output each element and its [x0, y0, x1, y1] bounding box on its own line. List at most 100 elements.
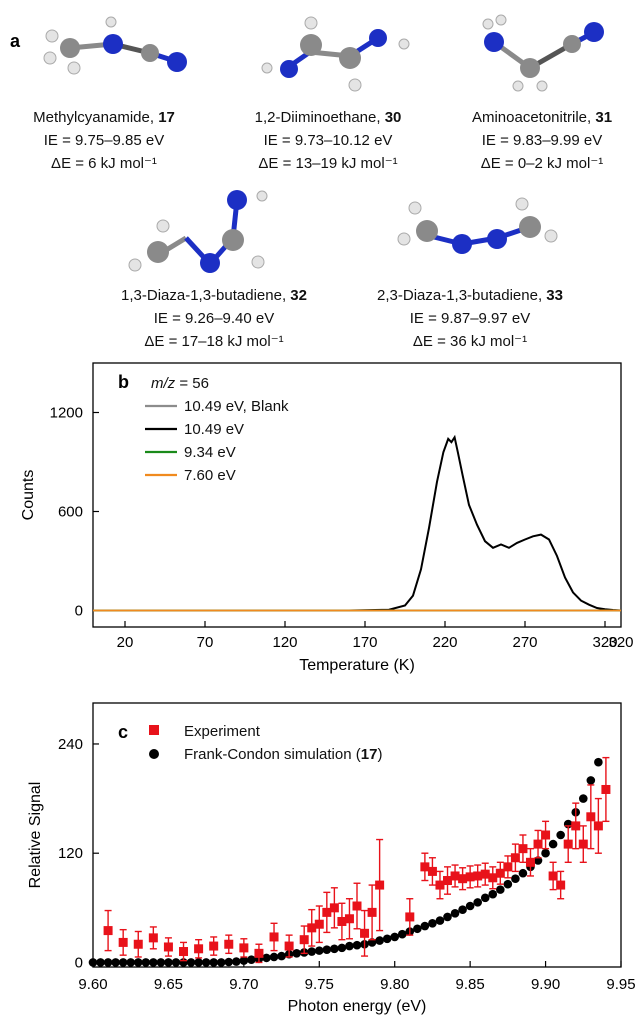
experiment-point: [435, 880, 445, 890]
experiment-point: [556, 880, 566, 890]
x-tick-label: 320: [608, 634, 633, 651]
x-tick-label: 320: [592, 634, 617, 651]
molecule-de: ΔE = 0–2 kJ mol⁻¹: [481, 155, 604, 172]
hydrogen-atom: [43, 51, 57, 65]
legend-label: 10.49 eV: [184, 421, 244, 438]
experiment-point: [103, 926, 113, 936]
simulation-point: [103, 958, 113, 967]
experiment-point: [314, 919, 324, 929]
hydrogen-atom: [495, 14, 507, 26]
carbon-atom: [416, 220, 438, 242]
molecule-caption-33: 2,3-Diaza-1,3-butadiene, 33 IE = 9.87–9.…: [377, 287, 563, 350]
experiment-point: [179, 947, 189, 957]
x-tick-label: 170: [352, 634, 377, 651]
hydrogen-atom: [256, 190, 268, 202]
mz-value: = 56: [175, 375, 209, 392]
molecule-name: Methylcyanamide,: [33, 109, 158, 126]
simulation-point: [375, 936, 384, 945]
molecule-caption-31: Aminoacetonitrile, 31 IE = 9.83–9.99 eV …: [472, 109, 612, 172]
simulation-point: [171, 958, 181, 967]
carbon-atom: [147, 241, 169, 263]
x-axis-title: Photon energy (eV): [288, 998, 427, 1015]
hydrogen-atom: [156, 219, 170, 233]
simulation-point: [307, 947, 317, 956]
molecule-name: 1,2-Diiminoethane,: [255, 109, 385, 126]
x-tick-label: 9.70: [229, 976, 258, 993]
simulation-point: [292, 949, 301, 958]
simulation-point: [224, 957, 234, 967]
legend-label: Frank-Condon simulation (17): [184, 746, 382, 763]
x-tick-label: 220: [432, 634, 457, 651]
simulation-point: [149, 958, 158, 967]
experiment-point: [525, 857, 535, 867]
molecule-name: 2,3-Diaza-1,3-butadiene,: [377, 287, 546, 304]
experiment-point: [488, 873, 498, 883]
experiment-point: [344, 914, 354, 924]
experiment-point: [450, 871, 460, 881]
carbon-atom: [141, 44, 159, 62]
simulation-point: [397, 929, 407, 939]
molecule-31-model: [482, 14, 604, 92]
simulation-point: [141, 958, 151, 967]
molecule-caption-17: Methylcyanamide, 17 IE = 9.75–9.85 eV ΔE…: [33, 109, 175, 172]
series-line-1: [93, 434, 622, 612]
simulation-point: [390, 932, 400, 942]
hydrogen-atom: [515, 197, 529, 211]
experiment-point: [194, 944, 204, 954]
svg-text:Aminoacetonitrile, 31: Aminoacetonitrile, 31: [472, 109, 612, 126]
x-tick-label: 120: [272, 634, 297, 651]
mz-annotation: m/z = 56: [151, 375, 209, 392]
molecule-number: 31: [595, 109, 612, 126]
hydrogen-atom: [397, 232, 411, 246]
experiment-point: [465, 872, 475, 882]
molecule-number: 17: [158, 109, 175, 126]
simulation-point: [413, 924, 422, 934]
hydrogen-atom: [45, 29, 59, 43]
experiment-point: [133, 939, 143, 949]
simulation-point: [262, 953, 271, 963]
carbon-atom: [520, 58, 540, 78]
simulation-point: [435, 916, 445, 925]
experiment-point: [239, 943, 249, 953]
molecule-ie: IE = 9.87–9.97 eV: [410, 310, 531, 327]
molecule-number: 33: [546, 287, 563, 304]
experiment-point: [405, 912, 415, 922]
experiment-point: [458, 874, 468, 884]
x-tick-label: 9.90: [531, 976, 560, 993]
hydrogen-atom: [304, 16, 318, 30]
simulation-point: [518, 868, 528, 878]
plot-frame: [92, 702, 622, 968]
hydrogen-atom: [128, 258, 142, 272]
molecule-name: 1,3-Diaza-1,3-butadiene,: [121, 287, 290, 304]
experiment-point: [480, 869, 490, 879]
nitrogen-atom: [200, 253, 220, 273]
simulation-point: [201, 958, 211, 967]
panel-b-letter: b: [118, 372, 129, 392]
mz-prefix: m/z: [151, 375, 176, 392]
experiment-point: [307, 923, 317, 933]
simulation-point: [548, 839, 558, 849]
hydrogen-atom: [482, 18, 494, 30]
legend-label: Experiment: [184, 723, 261, 740]
experiment-point: [571, 821, 581, 831]
simulation-point: [96, 958, 105, 967]
simulation-point: [594, 757, 603, 767]
nitrogen-atom: [280, 60, 298, 78]
simulation-point: [156, 958, 166, 967]
hydrogen-atom: [67, 61, 81, 75]
x-tick-label: 9.80: [380, 976, 409, 993]
simulation-point: [382, 934, 392, 944]
simulation-point: [232, 957, 241, 966]
experiment-point: [503, 862, 513, 872]
experiment-point: [254, 948, 264, 958]
simulation-point: [209, 958, 218, 967]
nitrogen-atom: [487, 229, 507, 249]
experiment-point: [473, 871, 483, 881]
x-tick-label: 9.85: [456, 976, 485, 993]
legend-swatch: [149, 749, 159, 759]
simulation-point: [488, 889, 498, 899]
hydrogen-atom: [348, 78, 362, 92]
nitrogen-atom: [167, 52, 187, 72]
simulation-point: [458, 905, 467, 914]
